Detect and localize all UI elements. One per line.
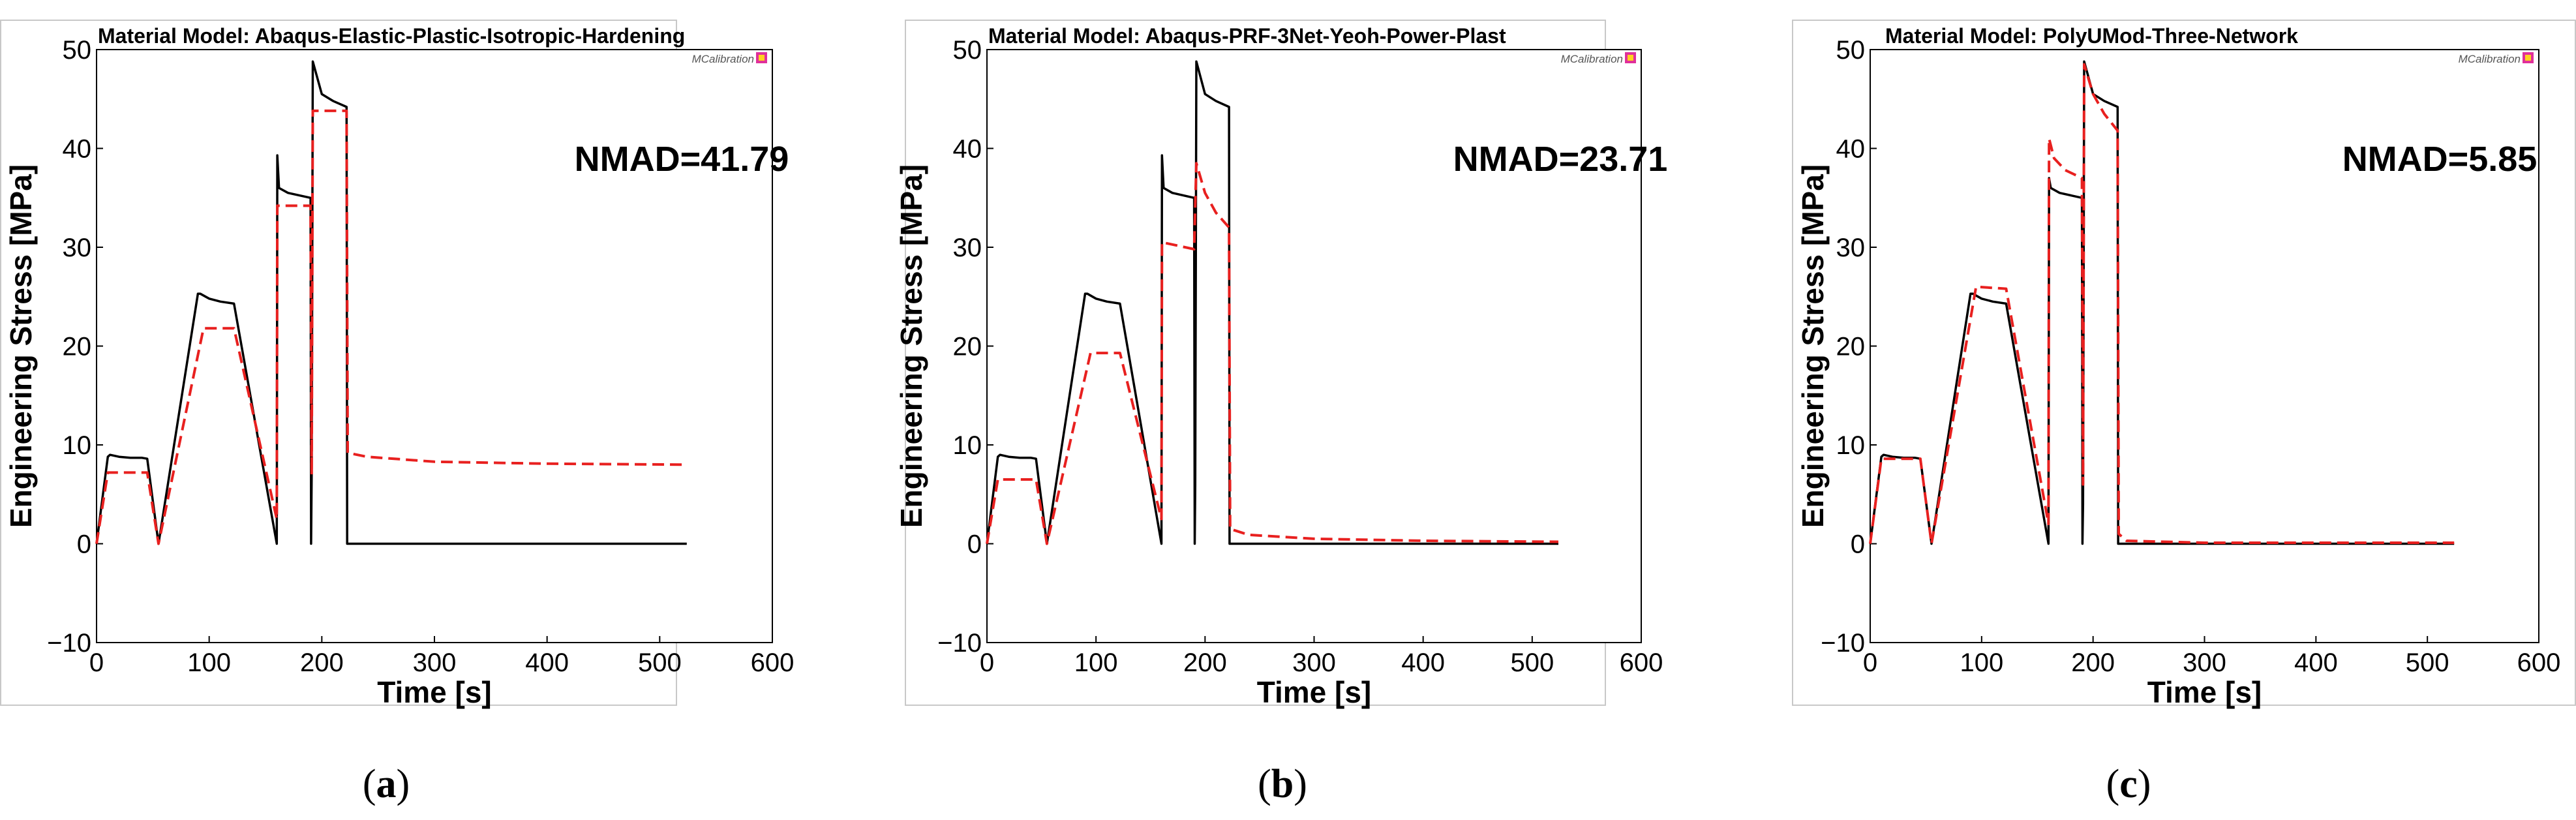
y-tick-label-c-2: 10: [1836, 431, 1866, 460]
brand-logo-icon-b: [1625, 52, 1636, 63]
plot-area-c: [1870, 49, 2539, 643]
brand-logo-icon-c: [2523, 52, 2534, 63]
y-tick-label-b-6: 50: [953, 36, 982, 65]
x-tick-label-b-0: 0: [980, 648, 994, 677]
y-tick-label-a-0: −10: [47, 629, 91, 658]
x-tick-label-b-3: 300: [1292, 648, 1336, 677]
x-axis-title-a: Time [s]: [377, 675, 492, 709]
x-tick-label-a-5: 500: [638, 648, 682, 677]
y-tick-label-a-4: 30: [63, 234, 92, 262]
x-tick-label-c-3: 300: [2183, 648, 2226, 677]
x-tick-label-c-2: 200: [2071, 648, 2115, 677]
series-line-c-model: [1869, 63, 2455, 545]
brand-text-a: MCalibration: [692, 53, 754, 65]
y-tick-label-c-6: 50: [1836, 36, 1866, 65]
y-axis-title-a: Engineering Stress [MPa]: [4, 164, 38, 528]
x-axis-title-b: Time [s]: [1257, 675, 1372, 709]
y-tick-label-c-1: 0: [1851, 530, 1865, 559]
brand-text-c: MCalibration: [2459, 53, 2521, 65]
x-tick-label-b-5: 500: [1510, 648, 1554, 677]
y-tick-label-c-0: −10: [1821, 629, 1865, 658]
x-tick-label-b-4: 400: [1401, 648, 1445, 677]
brand-logo-icon-a: [756, 52, 767, 63]
x-tick-label-c-5: 500: [2406, 648, 2449, 677]
subfigure-caption-c: (c): [2106, 762, 2151, 806]
nmad-annotation-a: NMAD=41.79: [575, 140, 789, 179]
subfigure-caption-a: (a): [363, 762, 410, 806]
y-tick-label-a-3: 20: [63, 333, 92, 361]
y-tick-label-a-6: 50: [63, 36, 92, 65]
x-tick-label-a-3: 300: [413, 648, 457, 677]
x-tick-label-c-1: 100: [1960, 648, 2003, 677]
nmad-annotation-c: NMAD=5.85: [2342, 140, 2538, 179]
y-axis-title-c: Engineering Stress [MPa]: [1796, 164, 1830, 528]
nmad-annotation-b: NMAD=23.71: [1453, 140, 1668, 179]
y-tick-label-b-2: 10: [953, 431, 982, 460]
x-tick-label-a-2: 200: [300, 648, 344, 677]
y-tick-label-c-5: 40: [1836, 135, 1866, 164]
y-tick-label-c-4: 30: [1836, 234, 1866, 262]
y-tick-label-b-5: 40: [953, 135, 982, 164]
subfigure-caption-b: (b): [1258, 762, 1307, 806]
y-tick-label-a-2: 10: [63, 431, 92, 460]
x-tick-label-c-6: 600: [2517, 648, 2561, 677]
plot-area-a: [96, 49, 773, 643]
y-tick-label-b-4: 30: [953, 234, 982, 262]
y-tick-label-b-0: −10: [937, 629, 982, 658]
panel-title-b: Material Model: Abaqus-PRF-3Net-Yeoh-Pow…: [988, 24, 1506, 48]
x-tick-label-b-6: 600: [1620, 648, 1663, 677]
y-tick-label-b-3: 20: [953, 333, 982, 361]
brand-text-b: MCalibration: [1561, 53, 1623, 65]
y-tick-label-b-1: 0: [967, 530, 982, 559]
series-line-a-model: [95, 109, 687, 545]
y-tick-label-a-5: 40: [63, 135, 92, 164]
x-tick-label-c-4: 400: [2294, 648, 2338, 677]
series-line-b-model: [986, 162, 1559, 545]
x-tick-label-b-2: 200: [1183, 648, 1227, 677]
x-tick-label-a-6: 600: [751, 648, 795, 677]
panel-title-c: Material Model: PolyUMod-Three-Network: [1885, 24, 2298, 48]
x-axis-title-c: Time [s]: [2147, 675, 2262, 709]
x-tick-label-c-0: 0: [1863, 648, 1877, 677]
y-axis-title-b: Engineering Stress [MPa]: [894, 164, 928, 528]
x-tick-label-a-4: 400: [525, 648, 569, 677]
x-tick-label-a-0: 0: [89, 648, 104, 677]
panel-title-a: Material Model: Abaqus-Elastic-Plastic-I…: [98, 24, 685, 48]
y-tick-label-c-3: 20: [1836, 333, 1866, 361]
y-tick-label-a-1: 0: [77, 530, 91, 559]
x-tick-label-a-1: 100: [187, 648, 231, 677]
plot-area-b: [986, 49, 1642, 643]
x-tick-label-b-1: 100: [1074, 648, 1118, 677]
